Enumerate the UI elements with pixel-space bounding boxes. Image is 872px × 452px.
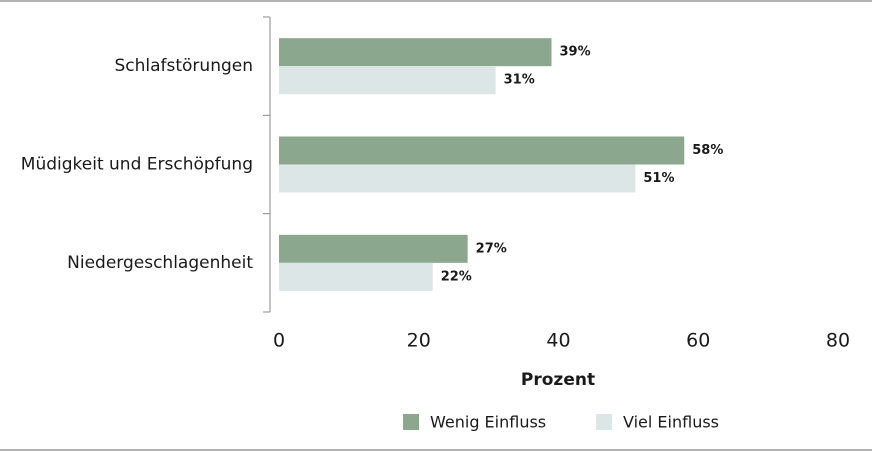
value-label: 58% <box>692 143 723 158</box>
x-tick-label: 60 <box>686 330 710 352</box>
legend-label: Wenig Einfluss <box>430 413 546 432</box>
y-tick-label: Niedergeschlagenheit <box>67 253 253 273</box>
bar <box>279 262 433 291</box>
x-axis-title: Prozent <box>521 370 595 390</box>
y-tick-label: Schlafstörungen <box>114 56 253 76</box>
bar <box>279 66 496 95</box>
value-label: 51% <box>643 171 674 186</box>
value-label: 27% <box>476 241 507 256</box>
legend-label: Viel Einfluss <box>623 413 719 432</box>
bar <box>279 136 685 165</box>
value-label: 31% <box>504 73 535 88</box>
x-tick-label: 40 <box>546 330 570 352</box>
y-tick-label: Müdigkeit und Erschöpfung <box>21 155 253 175</box>
bar <box>279 164 636 193</box>
legend-swatch <box>596 414 612 430</box>
bar <box>279 38 552 67</box>
x-tick-label: 0 <box>273 330 285 352</box>
value-label: 22% <box>441 269 472 284</box>
x-tick-label: 20 <box>407 330 431 352</box>
value-label: 39% <box>560 45 591 60</box>
bar <box>279 234 468 263</box>
x-tick-label: 80 <box>826 330 850 352</box>
legend-swatch <box>403 414 419 430</box>
